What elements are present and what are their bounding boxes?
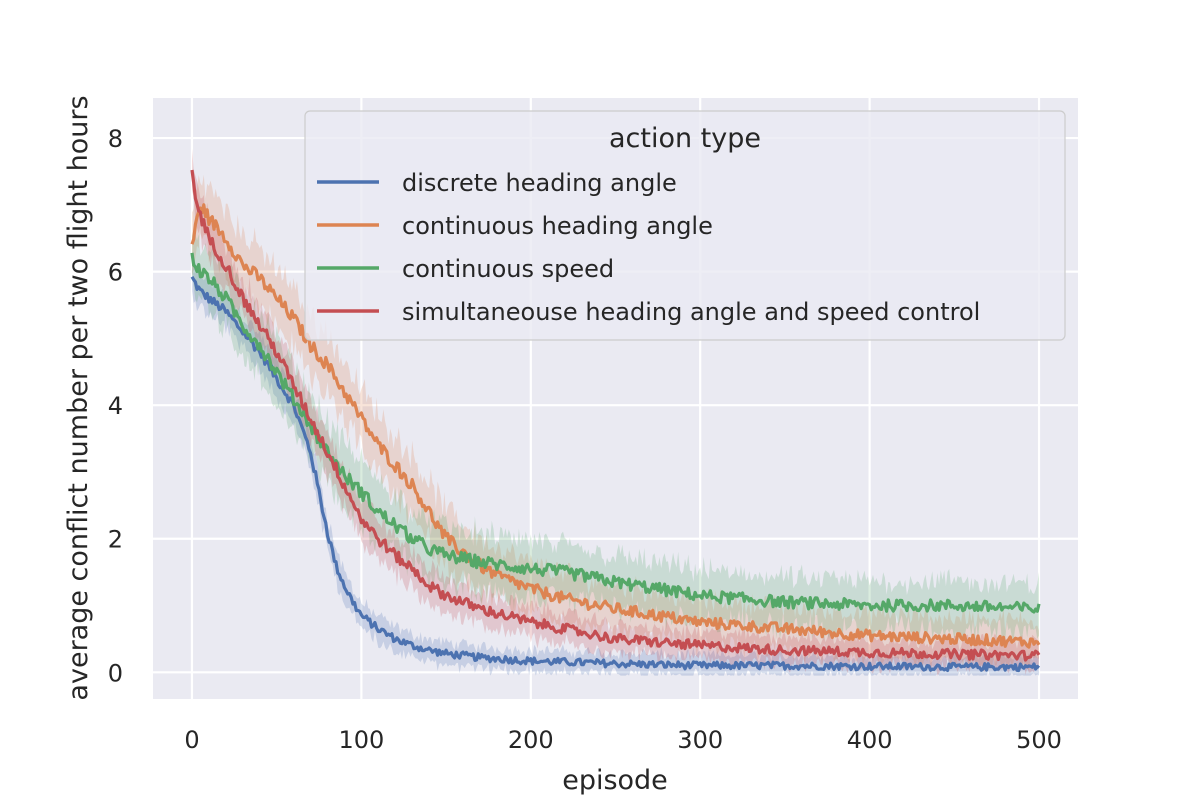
legend-label-2: continuous speed <box>402 255 614 283</box>
legend-title: action type <box>609 123 761 154</box>
tick-labels: 0 100 200 300 400 500 0 2 4 6 8 <box>108 125 1062 754</box>
legend: action type discrete heading angle contin… <box>304 110 1066 341</box>
y-tick-label: 4 <box>108 392 123 420</box>
series-band-2 <box>192 232 1039 644</box>
confidence-bands <box>192 148 1039 676</box>
x-tick-label: 0 <box>184 726 199 754</box>
x-tick-label: 200 <box>508 726 554 754</box>
x-tick-label: 100 <box>338 726 384 754</box>
legend-items: discrete heading angle continuous heading… <box>317 169 980 326</box>
y-tick-label: 8 <box>108 125 123 153</box>
legend-box <box>304 110 1066 341</box>
series-line-1 <box>190 203 1041 649</box>
series-line-3 <box>190 169 1041 662</box>
series-band-1 <box>192 174 1039 672</box>
y-tick-label: 2 <box>108 526 123 554</box>
x-axis-label: episode <box>562 765 668 796</box>
series-line-0 <box>190 275 1041 673</box>
legend-label-1: continuous heading angle <box>402 212 713 240</box>
x-tick-label: 400 <box>847 726 893 754</box>
x-tick-label: 300 <box>677 726 723 754</box>
x-tick-label: 500 <box>1016 726 1062 754</box>
series-lines <box>190 169 1041 673</box>
y-tick-label: 6 <box>108 259 123 287</box>
legend-label-3: simultaneouse heading angle and speed co… <box>402 298 980 326</box>
y-tick-label: 0 <box>108 659 123 687</box>
legend-label-0: discrete heading angle <box>402 169 677 197</box>
y-axis-label: average conflict number per two flight h… <box>63 95 94 700</box>
